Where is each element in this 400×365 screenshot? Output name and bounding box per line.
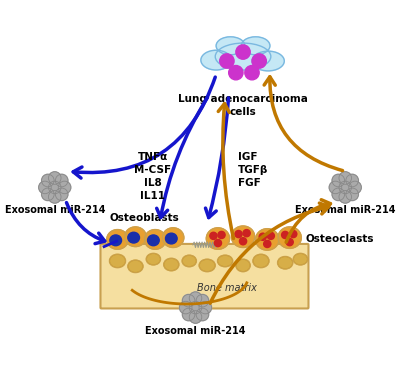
Ellipse shape: [110, 254, 126, 268]
FancyArrowPatch shape: [210, 203, 329, 303]
Circle shape: [264, 240, 271, 247]
Text: Exosomal miR-214: Exosomal miR-214: [295, 205, 396, 215]
Circle shape: [180, 301, 192, 314]
Circle shape: [267, 232, 274, 239]
Ellipse shape: [128, 232, 140, 243]
Ellipse shape: [164, 258, 179, 271]
Circle shape: [259, 233, 266, 240]
Circle shape: [196, 308, 209, 321]
Circle shape: [210, 232, 217, 239]
Circle shape: [229, 65, 243, 80]
Circle shape: [339, 172, 352, 184]
Circle shape: [332, 174, 345, 187]
FancyArrowPatch shape: [73, 77, 215, 178]
Circle shape: [235, 230, 242, 238]
Ellipse shape: [241, 37, 270, 55]
Text: Osteoclasts: Osteoclasts: [306, 234, 374, 245]
FancyArrowPatch shape: [286, 200, 330, 242]
Circle shape: [240, 238, 247, 245]
Ellipse shape: [256, 229, 279, 250]
Circle shape: [182, 295, 195, 307]
Circle shape: [282, 231, 289, 239]
Circle shape: [346, 188, 358, 201]
Circle shape: [332, 188, 345, 201]
Circle shape: [55, 188, 68, 201]
Ellipse shape: [144, 230, 166, 249]
Ellipse shape: [293, 253, 308, 265]
Circle shape: [182, 308, 195, 321]
FancyArrowPatch shape: [157, 97, 208, 218]
Text: Osteoblasts: Osteoblasts: [110, 213, 179, 223]
Circle shape: [290, 230, 297, 238]
Text: Exosomal miR-214: Exosomal miR-214: [145, 326, 246, 335]
Circle shape: [199, 301, 212, 314]
Text: TNFα
M-CSF
IL8
IL11: TNFα M-CSF IL8 IL11: [134, 151, 171, 201]
Circle shape: [189, 301, 202, 314]
Ellipse shape: [201, 50, 231, 70]
Circle shape: [214, 239, 222, 247]
Ellipse shape: [162, 228, 184, 247]
Ellipse shape: [146, 253, 160, 265]
Circle shape: [252, 54, 266, 68]
Circle shape: [349, 181, 361, 194]
Circle shape: [196, 295, 209, 307]
Circle shape: [48, 181, 61, 194]
Circle shape: [42, 174, 54, 187]
Ellipse shape: [236, 259, 250, 272]
Text: Lung adenocarcinoma
cells: Lung adenocarcinoma cells: [178, 94, 308, 116]
Circle shape: [286, 239, 293, 246]
Circle shape: [346, 174, 358, 187]
Ellipse shape: [253, 254, 269, 268]
FancyArrowPatch shape: [218, 104, 234, 238]
Circle shape: [218, 231, 225, 239]
Circle shape: [329, 181, 342, 194]
Circle shape: [39, 181, 51, 194]
Ellipse shape: [148, 235, 159, 246]
Circle shape: [189, 292, 202, 304]
Ellipse shape: [199, 259, 215, 272]
Ellipse shape: [206, 228, 230, 249]
Text: IGF
TGFβ
FGF: IGF TGFβ FGF: [238, 151, 268, 188]
FancyArrowPatch shape: [66, 203, 105, 244]
Ellipse shape: [216, 37, 245, 55]
Ellipse shape: [107, 230, 128, 249]
Ellipse shape: [252, 51, 284, 71]
Ellipse shape: [218, 255, 233, 267]
Ellipse shape: [110, 235, 122, 246]
FancyArrowPatch shape: [264, 77, 342, 170]
Circle shape: [48, 172, 61, 184]
Circle shape: [339, 191, 352, 203]
Circle shape: [58, 181, 71, 194]
Ellipse shape: [166, 233, 177, 244]
Circle shape: [243, 230, 250, 237]
Ellipse shape: [278, 227, 301, 249]
FancyBboxPatch shape: [100, 244, 308, 308]
Ellipse shape: [182, 255, 196, 267]
Circle shape: [220, 54, 234, 68]
Ellipse shape: [278, 257, 293, 269]
Circle shape: [189, 311, 202, 323]
Circle shape: [42, 188, 54, 201]
Ellipse shape: [231, 226, 255, 247]
Circle shape: [48, 191, 61, 203]
Circle shape: [245, 65, 259, 80]
Text: Exosomal miR-214: Exosomal miR-214: [4, 205, 105, 215]
Circle shape: [236, 45, 250, 59]
Circle shape: [339, 181, 352, 194]
FancyArrowPatch shape: [206, 98, 228, 218]
Ellipse shape: [125, 227, 146, 247]
Ellipse shape: [128, 260, 143, 273]
Text: Bone matrix: Bone matrix: [197, 283, 257, 293]
Ellipse shape: [215, 43, 271, 70]
Circle shape: [55, 174, 68, 187]
